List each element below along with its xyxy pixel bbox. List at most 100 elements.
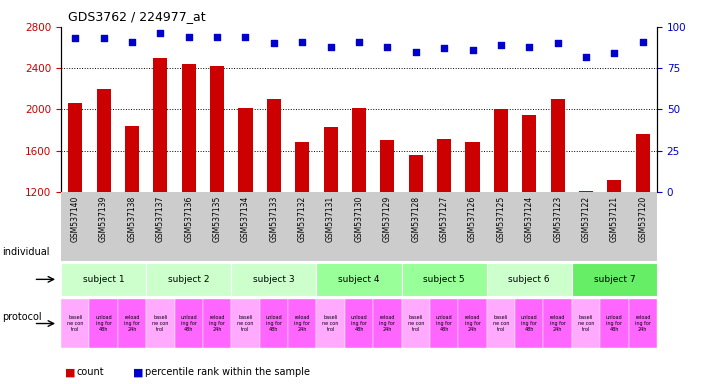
Text: GSM537140: GSM537140 (70, 195, 80, 242)
Bar (118, 299, 146, 348)
Text: GSM537122: GSM537122 (582, 195, 590, 242)
Point (495, 42, 507, 48)
Bar (373, 299, 401, 348)
Text: subject 4: subject 4 (338, 275, 380, 284)
Point (410, 49, 421, 55)
Bar (381, 141, 394, 192)
Text: GSM537138: GSM537138 (128, 195, 136, 242)
Bar (203, 299, 231, 348)
Text: percentile rank within the sample: percentile rank within the sample (145, 367, 310, 377)
Bar (174, 299, 203, 348)
Point (98, 35, 109, 41)
Text: reload
ing for
24h: reload ing for 24h (209, 315, 225, 332)
Bar (494, 109, 508, 192)
Text: unload
ing for
48h: unload ing for 48h (266, 315, 282, 332)
Bar (401, 263, 487, 296)
Point (609, 50, 620, 56)
Bar (607, 180, 622, 192)
Bar (96, 89, 111, 192)
Bar (90, 299, 118, 348)
Text: unload
ing for
48h: unload ing for 48h (95, 315, 112, 332)
Text: GSM537135: GSM537135 (213, 195, 222, 242)
Text: GDS3762 / 224977_at: GDS3762 / 224977_at (68, 10, 206, 23)
Point (268, 40, 279, 46)
Text: baseli
ne con
trol: baseli ne con trol (152, 315, 169, 332)
Bar (401, 299, 430, 348)
Text: subject 6: subject 6 (508, 275, 550, 284)
Text: baseli
ne con
trol: baseli ne con trol (322, 315, 339, 332)
Text: GSM537124: GSM537124 (525, 195, 533, 242)
Bar (487, 299, 515, 348)
Text: individual: individual (2, 247, 50, 257)
Text: GSM537132: GSM537132 (298, 195, 307, 242)
Bar (146, 299, 174, 348)
Bar (125, 126, 139, 192)
Text: subject 2: subject 2 (168, 275, 210, 284)
Bar (238, 108, 253, 192)
Bar (146, 263, 231, 296)
Bar (231, 263, 317, 296)
Bar (522, 114, 536, 192)
Text: unload
ing for
48h: unload ing for 48h (436, 315, 452, 332)
Text: reload
ing for
24h: reload ing for 24h (294, 315, 310, 332)
Text: GSM537137: GSM537137 (156, 195, 165, 242)
Bar (260, 299, 288, 348)
Text: ■: ■ (133, 367, 144, 377)
Bar (544, 299, 572, 348)
Text: subject 1: subject 1 (83, 275, 124, 284)
Text: subject 5: subject 5 (424, 275, 465, 284)
Point (523, 44, 535, 50)
Bar (61, 263, 146, 296)
Text: GSM537125: GSM537125 (496, 195, 505, 242)
Bar (61, 299, 90, 348)
Text: ■: ■ (65, 367, 75, 377)
Bar (210, 66, 224, 192)
Text: baseli
ne con
trol: baseli ne con trol (67, 315, 83, 332)
Text: unload
ing for
48h: unload ing for 48h (350, 315, 368, 332)
Bar (572, 299, 600, 348)
Text: reload
ing for
24h: reload ing for 24h (379, 315, 396, 332)
Text: baseli
ne con
trol: baseli ne con trol (408, 315, 424, 332)
Point (353, 39, 365, 45)
Text: subject 7: subject 7 (594, 275, 635, 284)
Bar (317, 299, 345, 348)
Point (297, 39, 308, 45)
Bar (324, 127, 337, 192)
Bar (437, 139, 451, 192)
Bar (295, 142, 309, 192)
Bar (628, 299, 657, 348)
Point (439, 45, 450, 51)
Text: GSM537123: GSM537123 (553, 195, 562, 242)
Point (70, 35, 81, 41)
Text: GSM537139: GSM537139 (99, 195, 108, 242)
Point (240, 34, 251, 40)
Point (183, 34, 195, 40)
Bar (345, 299, 373, 348)
Text: unload
ing for
48h: unload ing for 48h (521, 315, 538, 332)
Text: GSM537134: GSM537134 (241, 195, 250, 242)
Bar (267, 99, 281, 192)
Point (552, 40, 564, 46)
Point (154, 30, 166, 36)
Point (467, 47, 478, 53)
Text: subject 3: subject 3 (253, 275, 294, 284)
Bar (572, 263, 657, 296)
Text: reload
ing for
24h: reload ing for 24h (124, 315, 140, 332)
Bar (231, 299, 260, 348)
Bar (551, 99, 565, 192)
Bar (153, 58, 167, 192)
Text: unload
ing for
48h: unload ing for 48h (606, 315, 623, 332)
Bar (465, 142, 480, 192)
Bar (515, 299, 544, 348)
Point (126, 39, 138, 45)
Text: GSM537128: GSM537128 (411, 195, 420, 242)
Text: baseli
ne con
trol: baseli ne con trol (493, 315, 509, 332)
Bar (600, 299, 628, 348)
Bar (430, 299, 458, 348)
Text: GSM537130: GSM537130 (355, 195, 363, 242)
Text: count: count (77, 367, 104, 377)
Text: GSM537127: GSM537127 (439, 195, 449, 242)
Point (325, 44, 336, 50)
Text: GSM537131: GSM537131 (326, 195, 335, 242)
Text: GSM537120: GSM537120 (638, 195, 648, 242)
